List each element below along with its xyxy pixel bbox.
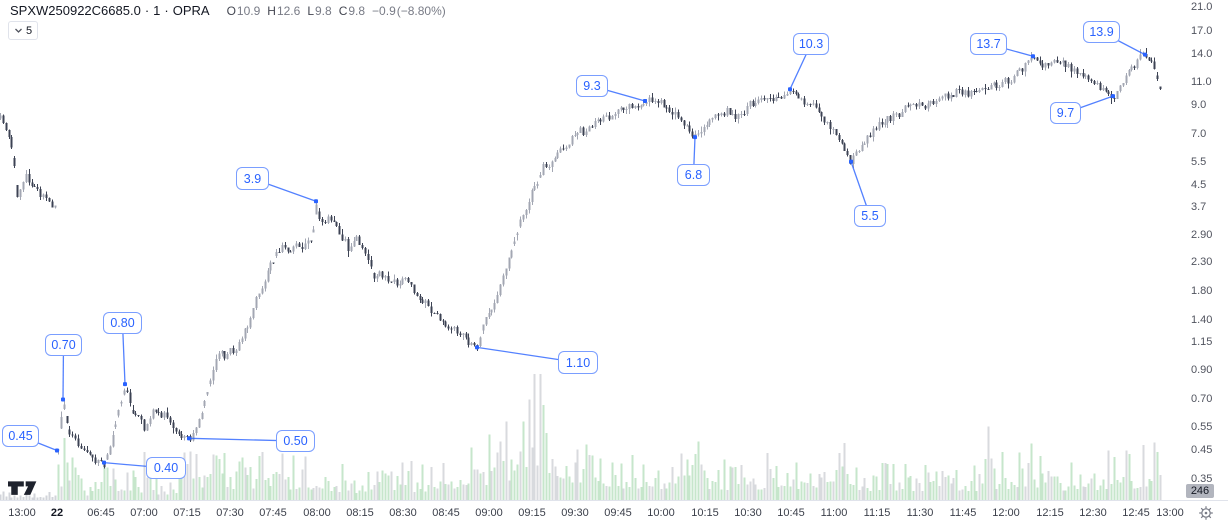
price-note-callout[interactable]: 13.7 (970, 33, 1007, 55)
time-tick-label: 11:00 (820, 507, 848, 519)
time-tick-label: 11:30 (906, 507, 934, 519)
legend-collapse-button[interactable]: 5 (8, 21, 39, 40)
exchange-name[interactable]: OPRA (172, 3, 210, 18)
time-tick-label: 06:45 (87, 507, 115, 519)
time-tick-label: 10:00 (647, 507, 675, 519)
time-tick-label: 07:00 (130, 507, 158, 519)
price-note-callout[interactable]: 9.7 (1050, 102, 1081, 124)
time-tick-label: 10:30 (734, 507, 762, 519)
price-note-callout[interactable]: 5.5 (854, 205, 886, 227)
price-note-callout[interactable]: 13.9 (1083, 21, 1120, 43)
time-tick-label: 09:15 (518, 507, 546, 519)
time-tick-label: 08:30 (389, 507, 417, 519)
price-note-callout[interactable]: 0.80 (103, 312, 142, 334)
price-tick-label: 4.5 (1191, 179, 1207, 191)
open-value: 10.9 (236, 4, 261, 18)
price-note-callout[interactable]: 0.45 (2, 425, 39, 447)
time-tick-label: 07:30 (216, 507, 244, 519)
price-tick-label: 1.15 (1191, 336, 1213, 348)
legend-collapse-count: 5 (26, 24, 33, 37)
price-note-callout[interactable]: 10.3 (793, 33, 829, 55)
price-tick-label: 0.45 (1191, 444, 1213, 456)
time-tick-label: 09:45 (604, 507, 632, 519)
close-value: 9.8 (348, 4, 366, 18)
price-note-callout[interactable]: 3.9 (236, 167, 269, 190)
open-label: O (226, 4, 236, 18)
time-tick-label: 11:45 (949, 507, 977, 519)
time-tick-label: 13:00 (8, 507, 36, 519)
price-note-callout[interactable]: 6.8 (677, 164, 710, 186)
time-tick-label: 08:45 (432, 507, 460, 519)
price-tick-label: 21.0 (1191, 1, 1213, 13)
time-tick-label: 08:15 (346, 507, 374, 519)
price-tick-label: 11.0 (1191, 76, 1212, 88)
price-tick-label: 7.0 (1191, 128, 1207, 140)
ohlc-values: O10.9 H12.6 L9.8 C9.8 −0.9(−8.80%) (220, 3, 446, 18)
price-tick-label: 1.40 (1191, 314, 1213, 326)
time-tick-label: 10:15 (691, 507, 719, 519)
separator-dot: · (144, 3, 150, 18)
price-note-callout[interactable]: 0.70 (45, 334, 82, 356)
price-tick-label: 5.5 (1191, 156, 1207, 168)
price-tick-label: 9.0 (1191, 99, 1207, 111)
high-value: 12.6 (276, 4, 301, 18)
time-tick-label: 12:45 (1122, 507, 1150, 519)
price-tick-label: 2.30 (1191, 256, 1213, 268)
price-tick-label: 17.0 (1191, 25, 1213, 37)
symbol-title[interactable]: SPXW250922C6685.0 (10, 3, 141, 18)
interval-value[interactable]: 1 (153, 3, 161, 18)
time-tick-label: 11:15 (863, 507, 891, 519)
price-tick-label: 14.0 (1191, 48, 1213, 60)
time-tick-label: 12:30 (1079, 507, 1107, 519)
price-note-callout[interactable]: 9.3 (576, 75, 608, 97)
change-value: −0.9 (372, 4, 396, 18)
time-tick-label: 07:15 (173, 507, 201, 519)
price-note-callout[interactable]: 0.40 (146, 457, 186, 479)
time-tick-label: 13:00 (1156, 507, 1184, 519)
price-note-callout[interactable]: 0.50 (276, 430, 315, 452)
close-label: C (338, 4, 348, 18)
price-tick-label: 0.90 (1191, 364, 1213, 376)
axis-settings-gear-icon[interactable] (1198, 505, 1214, 521)
price-tick-label: 3.7 (1191, 201, 1207, 213)
time-tick-label: 22 (50, 507, 64, 519)
price-tick-label: 0.35 (1191, 473, 1213, 485)
chevron-down-icon (14, 26, 23, 35)
price-tick-label: 1.80 (1191, 285, 1213, 297)
change-percent: (−8.80%) (396, 4, 446, 18)
volume-badge: 246 (1186, 484, 1214, 498)
low-value: 9.8 (315, 4, 332, 18)
time-tick-label: 10:45 (777, 507, 805, 519)
separator-dot: · (164, 3, 169, 18)
high-label: H (267, 4, 276, 18)
time-tick-label: 09:00 (475, 507, 503, 519)
tradingview-logo[interactable] (8, 480, 40, 504)
chart-legend[interactable]: SPXW250922C6685.0 · 1 · OPRA O10.9 H12.6 L9.8 C9… (10, 3, 446, 19)
price-note-callout[interactable]: 1.10 (558, 351, 598, 374)
time-tick-label: 12:00 (992, 507, 1020, 519)
time-tick-label: 12:15 (1036, 507, 1064, 519)
time-axis[interactable]: 13:00 22 06:45 07:00 07:15 07:30 07:45 08:00 08:… (0, 501, 1228, 526)
time-tick-label: 08:00 (303, 507, 331, 519)
price-tick-label: 0.55 (1191, 421, 1213, 433)
price-axis[interactable]: 21.0 17.0 14.0 11.0 9.0 7.0 5.5 4.5 3.7 2.90 2.30 1… (1185, 0, 1228, 500)
price-tick-label: 0.70 (1191, 393, 1213, 405)
time-tick-label: 09:30 (561, 507, 589, 519)
low-label: L (307, 4, 314, 18)
time-tick-label: 07:45 (259, 507, 287, 519)
price-tick-label: 2.90 (1191, 229, 1213, 241)
